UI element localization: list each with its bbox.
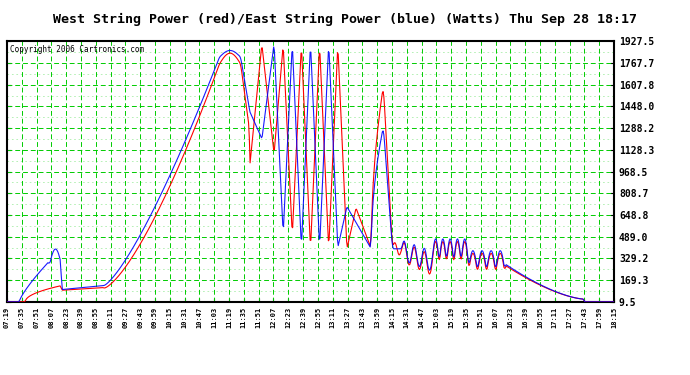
Text: Copyright 2006 Cartronics.com: Copyright 2006 Cartronics.com — [10, 45, 144, 54]
Text: West String Power (red)/East String Power (blue) (Watts) Thu Sep 28 18:17: West String Power (red)/East String Powe… — [53, 13, 637, 26]
